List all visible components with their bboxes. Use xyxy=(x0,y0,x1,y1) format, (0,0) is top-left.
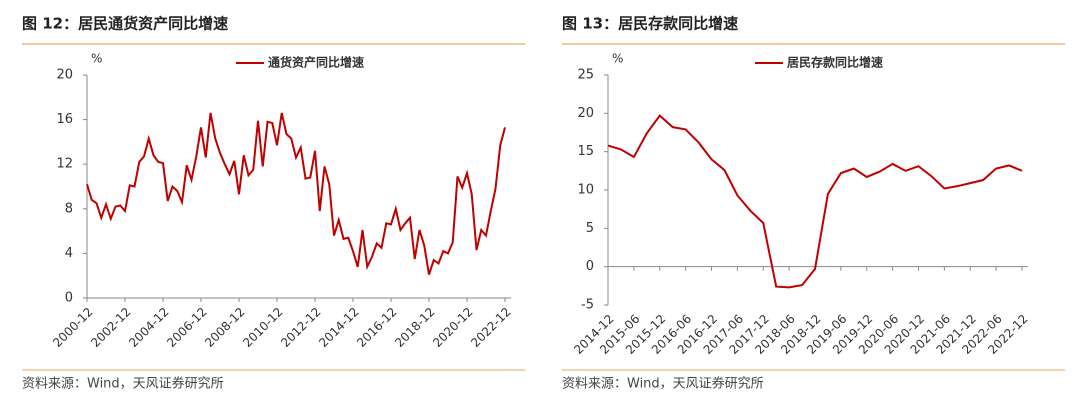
series-line xyxy=(86,112,506,275)
x-tick-label: 2006-12 xyxy=(164,305,209,350)
y-tick-label: 5 xyxy=(586,221,594,236)
source: 资料来源：Wind，天风证券研究所 xyxy=(562,376,764,392)
y-tick-label: 0 xyxy=(65,291,73,306)
x-tick-label: 2020-12 xyxy=(430,305,475,350)
y-tick-label: 20 xyxy=(577,106,594,121)
y-axis-unit: % xyxy=(91,52,102,66)
x-tick-label: 2022-12 xyxy=(468,305,513,350)
chart-title: 图 13：居民存款同比增速 xyxy=(562,15,738,33)
y-tick-label: 25 xyxy=(577,68,594,83)
y-tick-label: 0 xyxy=(586,259,594,274)
y-axis-unit: % xyxy=(612,52,623,66)
source: 资料来源：Wind，天风证券研究所 xyxy=(22,376,224,392)
y-tick-label: 16 xyxy=(56,112,73,127)
x-tick-label: 2018-12 xyxy=(392,305,437,350)
x-tick-label: 2012-12 xyxy=(278,305,323,350)
y-tick-label: 15 xyxy=(577,144,594,159)
chart-title: 图 12：居民通货资产同比增速 xyxy=(22,15,228,33)
y-tick-label: -5 xyxy=(581,298,594,313)
y-tick-label: 8 xyxy=(65,201,73,216)
y-tick-label: 12 xyxy=(56,157,73,172)
x-tick-label: 2008-12 xyxy=(202,305,247,350)
y-tick-label: 20 xyxy=(56,68,73,83)
x-tick-label: 2016-12 xyxy=(354,305,399,350)
series-line xyxy=(607,114,1023,289)
y-tick-label: 10 xyxy=(577,183,594,198)
x-tick-label: 2004-12 xyxy=(126,305,171,350)
y-tick-label: 4 xyxy=(65,246,73,261)
x-tick-label: 2002-12 xyxy=(88,305,133,350)
legend-label: 居民存款同比增速 xyxy=(787,55,883,70)
x-tick-label: 2000-12 xyxy=(50,305,95,350)
x-tick-label: 2014-12 xyxy=(316,305,361,350)
legend-label: 通货资产同比增速 xyxy=(268,55,364,70)
x-tick-label: 2010-12 xyxy=(240,305,285,350)
